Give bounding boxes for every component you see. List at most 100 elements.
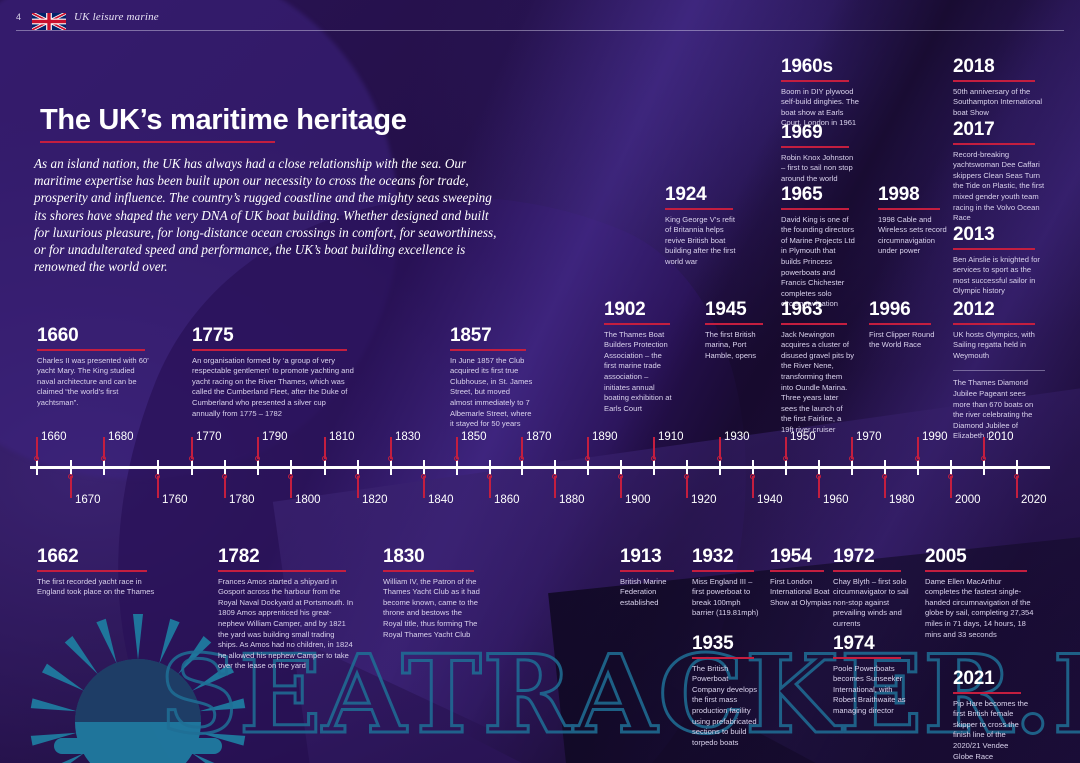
entry-underline <box>869 323 931 325</box>
entry-underline <box>925 570 1027 572</box>
timeline-entry-1660: 1660 Charles II was presented with 60’ ya… <box>37 325 153 409</box>
axis-label-below: 2020 <box>1021 494 1047 506</box>
entry-year: 1902 <box>604 299 646 320</box>
axis-leader-line <box>1016 476 1018 498</box>
entry-text: Charles II was presented with 60’ yacht … <box>37 355 149 407</box>
axis-label-above: 2010 <box>988 431 1014 443</box>
axis-label-above: 1890 <box>592 431 618 443</box>
axis-label-below: 1800 <box>295 494 321 506</box>
axis-leader-line <box>686 476 688 498</box>
axis-tick <box>157 460 159 475</box>
entry-text: 1998 Cable and Wireless sets record circ… <box>878 214 947 256</box>
axis-leader-dot <box>33 456 39 461</box>
timeline-entry-1913: 1913 British Marine Federation establishe… <box>620 546 682 608</box>
entry-text: The first British marina, Port Hamble, o… <box>705 329 757 360</box>
axis-tick <box>1016 460 1018 475</box>
entry-text: The British Powerboat Company develops t… <box>692 663 758 747</box>
axis-leader-line <box>70 476 72 498</box>
header-title: UK leisure marine <box>74 11 159 23</box>
axis-tick <box>752 460 754 475</box>
entry-underline <box>705 323 763 325</box>
axis-tick <box>191 460 193 475</box>
timeline-entry-2021: 2021 Pip Hare becomes the first British f… <box>953 668 1029 762</box>
axis-leader-line <box>554 476 556 498</box>
timeline-entry-1963: 1963 Jack Newington acquires a cluster of… <box>781 299 855 436</box>
axis-tick <box>851 460 853 475</box>
axis-label-above: 1950 <box>790 431 816 443</box>
entry-text: Record-breaking yachtswoman Dee Caffari … <box>953 149 1045 223</box>
entry-underline <box>781 323 847 325</box>
axis-leader-dot <box>617 474 623 479</box>
axis-leader-dot <box>815 474 821 479</box>
axis-tick <box>686 460 688 475</box>
axis-leader-dot <box>947 474 953 479</box>
entry-year: 1830 <box>383 546 425 567</box>
axis-leader-line <box>290 476 292 498</box>
axis-leader-dot <box>387 456 393 461</box>
entry-underline <box>833 570 901 572</box>
axis-label-below: 1880 <box>559 494 585 506</box>
entry-underline <box>878 208 940 210</box>
timeline-entry-1935: 1935 The British Powerboat Company develo… <box>692 633 762 748</box>
entry-year: 1782 <box>218 546 260 567</box>
axis-label-above: 1930 <box>724 431 750 443</box>
axis-tick <box>983 460 985 475</box>
axis-leader-line <box>620 476 622 498</box>
header-divider <box>16 30 1064 31</box>
axis-leader-line <box>224 476 226 498</box>
axis-tick <box>818 460 820 475</box>
entry-year: 2005 <box>925 546 967 567</box>
entry-text: David King is one of the founding direct… <box>781 214 855 309</box>
axis-leader-dot <box>914 456 920 461</box>
axis-tick <box>884 460 886 475</box>
axis-tick <box>719 460 721 475</box>
entry-underline <box>620 570 674 572</box>
entry-underline <box>781 80 849 82</box>
entry-year: 1969 <box>781 122 823 143</box>
axis-leader-line <box>257 437 259 459</box>
timeline-entry-1945: 1945 The first British marina, Port Hambl… <box>705 299 771 361</box>
entry-year: 1935 <box>692 633 734 654</box>
entry-year: 2013 <box>953 224 995 245</box>
axis-leader-dot <box>221 474 227 479</box>
timeline-entry-1960s: 1960s Boom in DIY plywood self-build ding… <box>781 56 859 129</box>
entry-text: Jack Newington acquires a cluster of dis… <box>781 329 855 434</box>
axis-leader-line <box>390 437 392 459</box>
axis-leader-dot <box>749 474 755 479</box>
entry-text: Ben Ainslie is knighted for services to … <box>953 254 1040 296</box>
axis-leader-dot <box>188 456 194 461</box>
axis-leader-line <box>324 437 326 459</box>
timeline-entry-1965: 1965 David King is one of the founding di… <box>781 184 857 310</box>
entry-year: 1932 <box>692 546 734 567</box>
axis-leader-dot <box>584 456 590 461</box>
axis-tick <box>390 460 392 475</box>
entry-text: Dame Ellen MacArthur completes the faste… <box>925 576 1034 639</box>
entry-text: British Marine Federation established <box>620 576 667 607</box>
axis-leader-dot <box>100 456 106 461</box>
axis-leader-dot <box>551 474 557 479</box>
entry-underline <box>604 323 670 325</box>
entry-underline <box>953 248 1035 250</box>
axis-label-below: 1670 <box>75 494 101 506</box>
entry-underline <box>781 146 849 148</box>
axis-leader-dot <box>1013 474 1019 479</box>
axis-label-above: 1810 <box>329 431 355 443</box>
axis-label-below: 1820 <box>362 494 388 506</box>
entry-year: 1660 <box>37 325 79 346</box>
axis-leader-line <box>103 437 105 459</box>
axis-leader-dot <box>354 474 360 479</box>
axis-leader-line <box>521 437 523 459</box>
axis-leader-dot <box>650 456 656 461</box>
axis-tick <box>103 460 105 475</box>
entry-text: First Clipper Round the World Race <box>869 329 935 350</box>
axis-label-below: 1980 <box>889 494 915 506</box>
entry-year: 1965 <box>781 184 823 205</box>
axis-label-below: 1840 <box>428 494 454 506</box>
axis-leader-dot <box>848 456 854 461</box>
entry-underline <box>953 323 1035 325</box>
entry-year: 2017 <box>953 119 995 140</box>
axis-tick <box>785 460 787 475</box>
axis-label-below: 1780 <box>229 494 255 506</box>
axis-label-above: 1770 <box>196 431 222 443</box>
